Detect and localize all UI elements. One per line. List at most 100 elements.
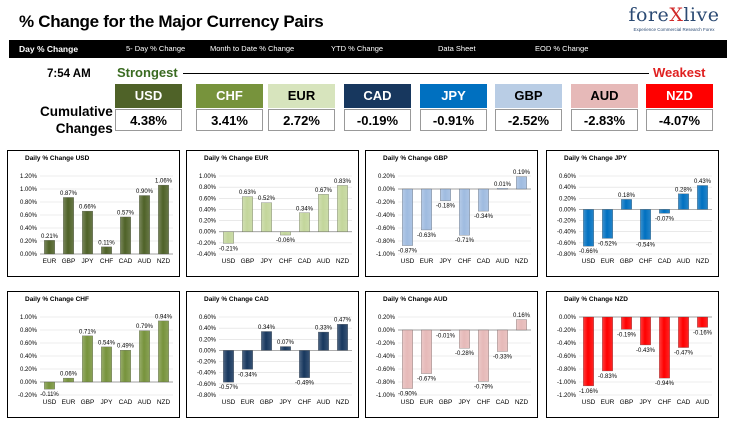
x-tick-label: CAD [298, 258, 312, 265]
y-tick-label: -0.60% [376, 226, 396, 232]
y-tick-label: 1.00% [20, 315, 38, 321]
x-tick-label: AUD [696, 399, 710, 406]
tab-day-change[interactable]: Day % Change [19, 44, 79, 54]
bar-chart-jpy: -0.80% -0.60% -0.40% -0.20% 0.00% 0.20% 0.40% 0… [557, 174, 712, 265]
bar-nzd [158, 320, 169, 383]
bar-aud [318, 331, 329, 351]
currency-change-cad: -0.19% [344, 109, 411, 131]
y-tick-label: 0.80% [20, 200, 38, 206]
bar-gbp [261, 331, 272, 351]
chart-title: Daily % Change NZD [564, 296, 628, 303]
bar-nzd [697, 185, 708, 210]
data-label: 0.67% [315, 188, 333, 194]
x-tick-label: NZD [336, 258, 350, 265]
tab-month-to-date-change[interactable]: Month to Date % Change [210, 44, 295, 53]
bar-usd [402, 329, 413, 389]
data-label: 0.33% [315, 326, 333, 332]
bar-nzd [158, 184, 169, 255]
bar-usd [223, 231, 234, 244]
y-tick-label: 0.40% [559, 185, 577, 191]
y-tick-label: 0.60% [20, 213, 38, 219]
y-tick-label: -0.40% [557, 341, 577, 347]
y-tick-label: 0.40% [20, 354, 38, 360]
bar-usd [583, 209, 594, 247]
bar-aud [139, 330, 150, 383]
y-tick-label: 0.20% [559, 196, 577, 202]
y-tick-label: 0.40% [199, 207, 217, 213]
x-tick-label: EUR [420, 399, 434, 406]
x-tick-label: USD [401, 399, 415, 406]
bar-chf [280, 231, 291, 236]
bar-aud [678, 193, 689, 210]
y-tick-label: 0.20% [199, 337, 217, 343]
data-label: -0.57% [219, 385, 239, 391]
y-tick-label: 0.60% [20, 341, 38, 347]
data-label: -0.06% [276, 238, 296, 244]
bar-eur [242, 350, 253, 370]
tab-eod-change[interactable]: EOD % Change [535, 44, 589, 53]
bar-chf [659, 316, 670, 379]
bar-cad [299, 212, 310, 232]
x-tick-label: JPY [261, 258, 274, 265]
y-tick-label: 1.00% [199, 174, 217, 180]
bar-cad [678, 316, 689, 348]
data-label: -0.21% [219, 246, 239, 252]
chart-panel-cad: Daily % Change CAD -0.80% -0.60% -0.40% -0.2… [186, 291, 359, 418]
y-tick-label: 0.60% [199, 315, 217, 321]
bar-nzd [516, 176, 527, 190]
data-label: 0.34% [296, 206, 314, 212]
currency-change-chf: 3.41% [196, 109, 263, 131]
logo-name: foreXlive [628, 4, 720, 26]
currency-box-cad: CAD [344, 84, 411, 108]
forexlive-logo: foreXlive Experience Commercial Research… [620, 4, 728, 38]
y-tick-label: 0.00% [559, 207, 577, 213]
chart-title: Daily % Change CHF [25, 296, 89, 303]
x-tick-label: JPY [440, 258, 453, 265]
data-label: -0.94% [655, 381, 675, 387]
x-tick-label: AUD [138, 258, 152, 265]
x-tick-label: GBP [241, 258, 255, 265]
x-tick-label: USD [222, 258, 236, 265]
x-tick-label: CHF [639, 258, 652, 265]
data-label: 0.63% [239, 190, 257, 196]
chart-title: Daily % Change USD [25, 155, 90, 162]
x-tick-label: AUD [677, 258, 691, 265]
bar-chart-cad: -0.80% -0.60% -0.40% -0.20% 0.00% 0.20% 0.40% 0… [197, 315, 352, 406]
x-tick-label: USD [222, 399, 236, 406]
data-label: -0.47% [674, 351, 694, 357]
bar-cad [659, 209, 670, 214]
data-label: -0.33% [493, 354, 513, 360]
chart-panel-nzd: Daily % Change NZD -1.20% -1.00% -0.80% -0.6… [546, 291, 719, 418]
weakest-label: Weakest [653, 65, 706, 80]
bar-aud [139, 195, 150, 255]
x-tick-label: EUR [43, 258, 57, 265]
chart-panel-aud: Daily % Change AUD -1.00% -0.80% -0.60% -0.4… [365, 291, 538, 418]
cumulative-label-line1: Cumulative [40, 104, 113, 119]
data-label: 0.94% [155, 314, 173, 320]
x-tick-label: GBP [260, 399, 274, 406]
x-tick-label: CHF [658, 399, 671, 406]
tab-5-day-change[interactable]: 5- Day % Change [126, 44, 186, 53]
bar-chf [299, 350, 310, 378]
data-label: 1.06% [155, 179, 173, 185]
bar-eur [602, 316, 613, 372]
x-tick-label: EUR [601, 399, 615, 406]
data-label: -0.18% [436, 204, 456, 210]
bar-jpy [459, 329, 470, 349]
x-tick-label: EUR [62, 399, 76, 406]
data-label: -0.49% [295, 381, 315, 387]
tab-data-sheet[interactable]: Data Sheet [438, 44, 476, 53]
x-tick-label: NZD [696, 258, 710, 265]
data-label: 0.11% [98, 240, 115, 246]
y-tick-label: 0.00% [20, 380, 38, 386]
bar-cad [497, 329, 508, 352]
chart-title: Daily % Change GBP [383, 155, 448, 162]
tab-ytd-change[interactable]: YTD % Change [331, 44, 384, 53]
bar-usd [402, 188, 413, 246]
y-tick-label: 1.20% [20, 174, 38, 180]
y-tick-label: -0.80% [197, 393, 217, 399]
y-tick-label: -0.60% [557, 354, 577, 360]
currency-change-nzd: -4.07% [646, 109, 713, 131]
bar-cad [478, 188, 489, 212]
header: % Change for the Major Currency Pairs fo… [0, 0, 734, 40]
